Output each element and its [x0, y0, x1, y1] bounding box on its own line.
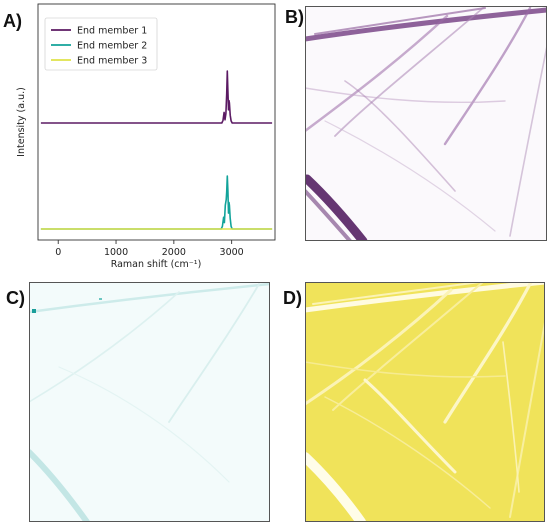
x-tick-label: 3000	[220, 247, 244, 258]
map-c-fiber-diag	[29, 291, 180, 403]
map-d-background	[305, 282, 545, 522]
map-b-fiber-right-2	[509, 45, 547, 237]
map-c-fiber-top	[29, 282, 270, 314]
map-d-fiber-right	[443, 282, 533, 424]
plot-area-frame	[37, 3, 276, 241]
map-c-fiber-right	[168, 283, 260, 423]
map-c-hotspot	[32, 309, 36, 313]
abundance-map-d	[305, 282, 545, 522]
map-d-fiber-right-2	[509, 321, 545, 518]
map-c-fiber-mid	[58, 366, 230, 483]
map-b-fiber-cross	[344, 80, 456, 192]
map-b-fiber-lower	[324, 120, 496, 232]
map-b-fiber-top	[305, 7, 547, 42]
map-b-fiber-top-2	[314, 7, 486, 35]
map-b-fiber-strong-edge	[305, 189, 352, 241]
x-tick-layer: 0 1000 2000 3000	[55, 240, 244, 258]
legend-label-3: End member 3	[77, 56, 147, 67]
abundance-map-b	[305, 6, 547, 241]
legend-items: End member 1 End member 2 End member 3	[51, 26, 147, 67]
map-b-fiber-long	[334, 7, 484, 137]
series-layer	[40, 70, 273, 230]
y-axis-label: Intensity (a.u.)	[16, 87, 27, 157]
map-b-background	[305, 6, 547, 241]
map-d-fiber-top	[305, 282, 545, 313]
panel-label-b: B)	[285, 7, 304, 27]
panel-label-c: C)	[6, 288, 25, 308]
spectra-chart: 0 1000 2000 3000 Raman shift (cm⁻¹) Intensi…	[16, 3, 276, 270]
abundance-map-c	[29, 282, 270, 522]
map-d-fiber-top-2	[312, 282, 481, 305]
map-b-fiber-left-diag	[305, 14, 449, 133]
map-c-fibers	[29, 282, 270, 522]
legend-label-1: End member 1	[77, 26, 147, 37]
map-d-fiber-long	[332, 282, 484, 411]
map-c-speck	[99, 298, 102, 300]
map-d-frame	[305, 282, 545, 522]
map-b-fiber-right	[443, 6, 532, 146]
map-b-frame	[305, 6, 547, 241]
map-c-fiber-lower	[29, 449, 90, 522]
map-d-fiber-diag	[305, 288, 453, 406]
map-d-fiber-lower	[324, 396, 491, 509]
map-c-frame	[29, 282, 270, 522]
map-d-fiber-vertical	[502, 341, 520, 493]
map-d-fiber-strong	[305, 452, 366, 522]
legend-box	[44, 17, 158, 71]
map-b-fibers	[305, 6, 547, 241]
panel-label-d: D)	[283, 288, 302, 308]
map-d-fibers	[305, 282, 545, 522]
legend-label-2: End member 2	[77, 41, 147, 52]
x-tick-label: 0	[55, 247, 61, 258]
map-b-fiber-mid	[305, 87, 506, 104]
map-c-background	[29, 282, 270, 522]
series-line-1	[40, 70, 273, 124]
map-b-fiber-strong	[305, 174, 368, 241]
x-tick-label: 2000	[162, 247, 186, 258]
map-d-fiber-mid	[305, 361, 506, 378]
map-d-fiber-cross	[363, 378, 457, 474]
panel-label-a: A)	[3, 11, 22, 31]
x-tick-label: 1000	[104, 247, 128, 258]
x-axis-label: Raman shift (cm⁻¹)	[111, 259, 202, 270]
legend: End member 1 End member 2 End member 3	[44, 17, 158, 71]
series-line-2	[40, 175, 273, 230]
